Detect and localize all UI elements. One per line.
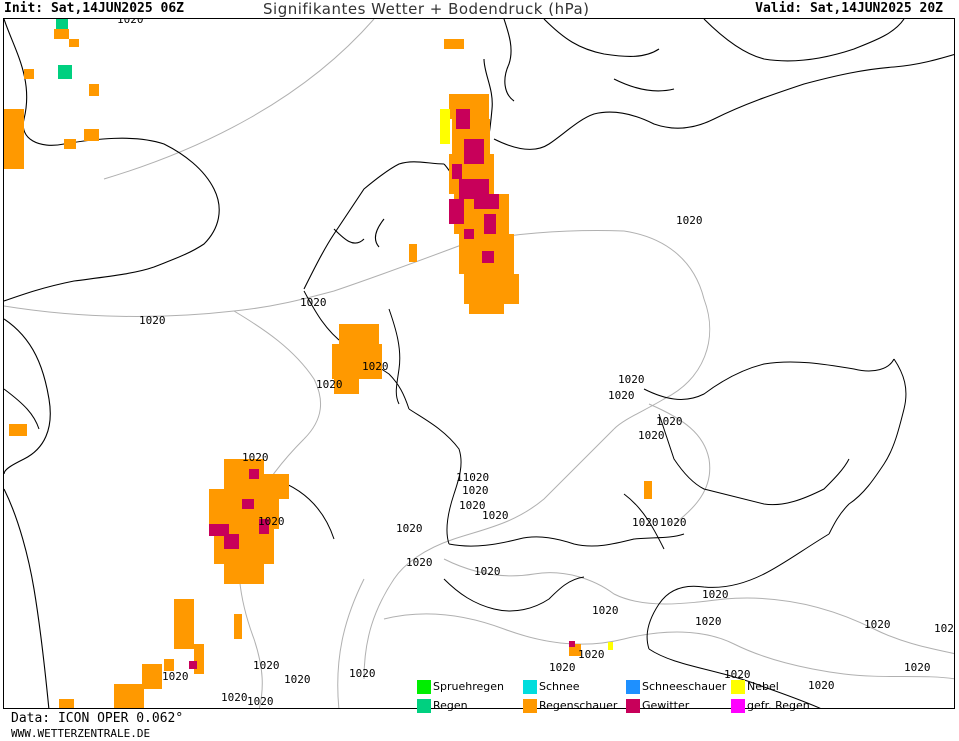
precip-gewitter <box>189 109 575 669</box>
legend-swatch <box>417 680 431 694</box>
precip-regen <box>56 19 72 79</box>
isobar-label: 1020 <box>592 604 619 617</box>
map-title: Signifikantes Wetter + Bodendruck (hPa) <box>263 0 590 18</box>
legend-label: Regenschauer <box>539 699 618 712</box>
isobar-label: 1020 <box>618 373 645 386</box>
legend-label: Nebel <box>747 680 779 693</box>
isobar-label: 1020 <box>702 588 729 601</box>
legend-swatch <box>523 680 537 694</box>
isobar-label: 1020 <box>459 499 486 512</box>
isobar-label: 1020 <box>396 522 423 535</box>
isobar-label: 1020 <box>221 691 248 704</box>
isobar-label: 1020 <box>608 389 635 402</box>
isobar-label: 1020 <box>300 296 327 309</box>
data-source: Data: ICON OPER 0.062° <box>11 711 184 726</box>
legend-label: gefr. Regen <box>747 699 810 712</box>
isobar-label: 1020 <box>660 516 687 529</box>
isobar-label: 11020 <box>456 471 489 484</box>
valid-time: Valid: Sat,14JUN2025 20Z <box>755 1 943 16</box>
isobar-label: 1020 <box>934 622 955 635</box>
isobar-labels: 1020 1020 1020 1020 1020 1020 1020 1020 … <box>117 19 955 708</box>
isobar-label: 1020 <box>549 661 576 674</box>
isobar-label: 1020 <box>474 565 501 578</box>
isobar-label: 1020 <box>695 615 722 628</box>
legend-swatch <box>417 699 431 713</box>
isobar-label: 1020 <box>362 360 389 373</box>
isobar-label: 1020 <box>656 415 683 428</box>
precip-regenschauer <box>4 29 652 708</box>
isobar-label: 1020 <box>638 429 665 442</box>
legend-swatch <box>731 680 745 694</box>
legend-item: gefr. Regen <box>731 699 810 715</box>
legend-label: Spruehregen <box>433 680 504 693</box>
isobar-label: 1020 <box>904 661 931 674</box>
isobar-label: 1020 <box>162 670 189 683</box>
legend-label: Gewitter <box>642 699 690 712</box>
isobar-label: 1020 <box>242 451 269 464</box>
precip-nebel <box>440 109 613 650</box>
legend-item: Schneeschauer <box>626 680 726 696</box>
legend-swatch <box>626 699 640 713</box>
isobar-label: 1020 <box>284 673 311 686</box>
isobar-label: 1020 <box>349 667 376 680</box>
isobar-label: 1020 <box>253 659 280 672</box>
legend-label: Regen <box>433 699 468 712</box>
country-borders <box>4 290 907 708</box>
isobar-label: 1020 <box>578 648 605 661</box>
isobar-label: 1020 <box>316 378 343 391</box>
weather-map[interactable]: 1020 1020 1020 1020 1020 1020 1020 1020 … <box>3 18 955 709</box>
isobar-label: 1020 <box>864 618 891 631</box>
legend-item: Spruehregen <box>417 680 504 696</box>
map-header: Init: Sat,14JUN2025 06Z Signifikantes We… <box>0 0 959 20</box>
legend-swatch <box>731 699 745 713</box>
isobar-label: 1020 <box>117 19 144 26</box>
legend-item: Regenschauer <box>523 699 617 715</box>
legend-swatch <box>626 680 640 694</box>
isobar-label: 1020 <box>462 484 489 497</box>
legend-label: Schnee <box>539 680 580 693</box>
legend: Spruehregen Schnee Schneeschauer Nebel R… <box>415 678 835 718</box>
isobar-label: 1020 <box>247 695 274 708</box>
isobar-label: 1020 <box>139 314 166 327</box>
legend-item: Nebel <box>731 680 779 696</box>
isobar-label: 1020 <box>482 509 509 522</box>
isobar-label: 1020 <box>258 515 285 528</box>
site-url: WWW.WETTERZENTRALE.DE <box>11 727 151 740</box>
isobar-label: 1020 <box>632 516 659 529</box>
legend-item: Regen <box>417 699 468 715</box>
isobar-label: 1020 <box>676 214 703 227</box>
legend-swatch <box>523 699 537 713</box>
isobar-label: 1020 <box>808 679 835 692</box>
init-time: Init: Sat,14JUN2025 06Z <box>4 1 185 16</box>
legend-item: Schnee <box>523 680 580 696</box>
map-canvas: 1020 1020 1020 1020 1020 1020 1020 1020 … <box>4 19 955 708</box>
legend-label: Schneeschauer <box>642 680 727 693</box>
isobar-label: 1020 <box>406 556 433 569</box>
legend-item: Gewitter <box>626 699 689 715</box>
isobar-label: 1020 <box>724 668 751 681</box>
